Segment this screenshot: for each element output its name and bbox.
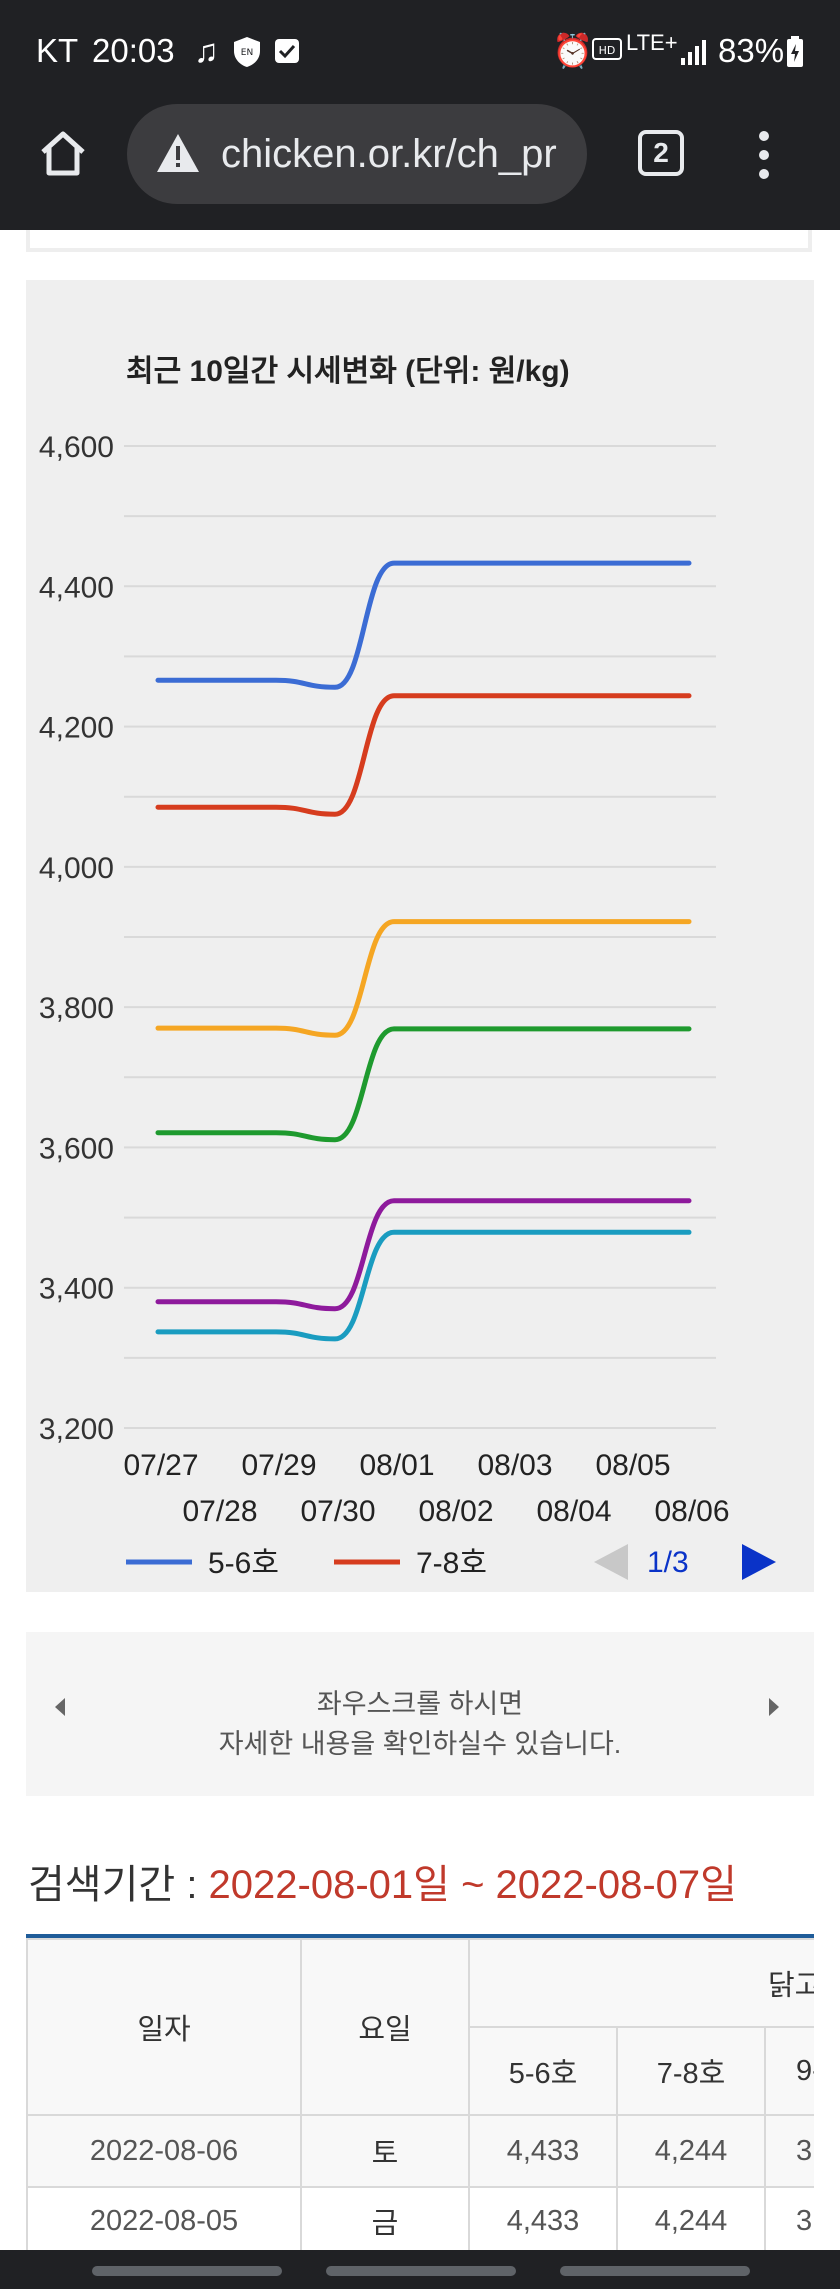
nav-recents-handle[interactable] [92, 2266, 282, 2276]
scroll-hint-panel: 좌우스크롤 하시면 자세한 내용을 확인하실수 있습니다. [26, 1632, 814, 1796]
x-tick-label: 07/27 [123, 1449, 198, 1482]
svg-text:HD: HD [599, 44, 616, 57]
scroll-right-icon[interactable] [768, 1698, 780, 1716]
x-tick-label: 08/01 [359, 1449, 434, 1482]
home-icon[interactable] [38, 128, 88, 178]
series-line [155, 1229, 692, 1342]
legend-label[interactable]: 5-6호 [208, 1547, 279, 1580]
x-tick-label: 08/03 [477, 1449, 552, 1482]
chart-grid [124, 445, 716, 1429]
search-period-range: 2022-08-01일 ~ 2022-08-07일 [208, 1863, 737, 1907]
carrier-label: KT [36, 32, 79, 69]
header-group: 닭고 [468, 1938, 814, 2028]
header-size-7-8: 7-8호 [616, 2026, 766, 2116]
system-nav-bar [0, 2250, 840, 2289]
table-row: 2022-08-06 토 4,433 4,244 3 [26, 2114, 814, 2188]
hd-icon: HD [592, 38, 622, 60]
chart-series [155, 560, 692, 1342]
network-type: LTE+ [626, 30, 678, 55]
battery-icon [787, 36, 803, 67]
x-tick-label: 08/06 [654, 1495, 729, 1528]
scroll-hint-line2: 자세한 내용을 확인하실수 있습니다. [218, 1729, 622, 1759]
row-weekday: 토 [300, 2114, 470, 2188]
series-line [155, 1026, 692, 1143]
y-tick-label: 3,800 [39, 992, 114, 1025]
x-tick-label: 08/04 [536, 1495, 611, 1528]
series-line [155, 693, 692, 817]
y-axis-labels: 3,200 3,400 3,600 3,800 4,000 4,200 4,400 4,600 [39, 431, 114, 1446]
row-price-9: 3 [764, 2114, 814, 2188]
y-tick-label: 4,200 [39, 712, 114, 745]
more-vert-icon[interactable] [756, 130, 772, 180]
warning-icon[interactable] [155, 132, 201, 174]
chart-title: 최근 10일간 시세변화 (단위: 원/kg) [126, 355, 570, 388]
vpn-shield-icon: EN [234, 37, 260, 67]
x-tick-label: 07/29 [241, 1449, 316, 1482]
price-chart-card: 최근 10일간 시세변화 (단위: 원/kg) 3,200 3,400 3,600 3… [26, 280, 814, 1592]
x-tick-label: 08/02 [418, 1495, 493, 1528]
table-row: 2022-08-05 금 4,433 4,244 3 [26, 2186, 814, 2254]
clock: 20:03 [92, 32, 175, 69]
battery-percent: 83% [718, 32, 785, 69]
chart-legend: 5-6호 7-8호 [126, 1547, 487, 1580]
tab-switcher-button[interactable]: 2 [638, 130, 684, 176]
url-text[interactable]: chicken.or.kr/ch_pr [221, 132, 557, 176]
header-size-9: 9- [764, 2026, 814, 2116]
music-note-icon: ♫ [194, 32, 219, 69]
row-price-5-6: 4,433 [468, 2114, 618, 2188]
header-group-label: 닭고 [768, 1970, 814, 2002]
nav-home-handle[interactable] [326, 2266, 516, 2276]
svg-text:EN: EN [241, 48, 253, 58]
search-period-label: 검색기간 : [28, 1863, 209, 1907]
browser-toolbar: chicken.or.kr/ch_pr 2 [0, 104, 840, 230]
y-tick-label: 4,600 [39, 431, 114, 464]
address-bar[interactable]: chicken.or.kr/ch_pr [127, 104, 587, 204]
alarm-icon: ⏰ [552, 32, 594, 69]
legend-prev-arrow[interactable] [594, 1544, 628, 1580]
search-period: 검색기간 : 2022-08-01일 ~ 2022-08-07일 [28, 1852, 737, 1910]
row-price-7-8: 4,244 [616, 2114, 766, 2188]
previous-card-edge [26, 230, 812, 252]
status-bar: KT 20:03 ♫ EN ⏰ HD LTE+ 83% [0, 0, 840, 104]
price-table: 일자 요일 닭고 5-6호 7-8호 9- 2022-08-06 토 4,433… [26, 1938, 814, 2254]
legend-next-arrow[interactable] [742, 1544, 776, 1580]
scroll-left-icon[interactable] [54, 1698, 66, 1716]
x-tick-label: 07/30 [300, 1495, 375, 1528]
row-price-7-8: 4,244 [616, 2186, 766, 2254]
series-line [155, 560, 692, 690]
header-size-5-6: 5-6호 [468, 2026, 618, 2116]
y-tick-label: 4,400 [39, 571, 114, 604]
price-table-container[interactable]: 일자 요일 닭고 5-6호 7-8호 9- 2022-08-06 토 4,433… [26, 1934, 814, 2254]
check-box-icon [275, 39, 299, 63]
x-axis-labels: 07/27 07/28 07/29 07/30 08/01 08/02 08/03 08/04… [123, 1449, 729, 1528]
y-tick-label: 3,400 [39, 1273, 114, 1306]
x-tick-label: 08/05 [595, 1449, 670, 1482]
series-line [155, 919, 692, 1038]
header-date: 일자 [26, 1938, 302, 2116]
row-price-9: 3 [764, 2186, 814, 2254]
row-price-5-6: 4,433 [468, 2186, 618, 2254]
price-line-chart: 최근 10일간 시세변화 (단위: 원/kg) 3,2003,4003,6003… [39, 355, 776, 1580]
y-tick-label: 3,200 [39, 1413, 114, 1446]
nav-back-handle[interactable] [560, 2266, 750, 2276]
x-tick-label: 07/28 [182, 1495, 257, 1528]
legend-page-indicator: 1/3 [647, 1546, 689, 1579]
series-line [155, 1198, 692, 1312]
row-date: 2022-08-05 [26, 2186, 302, 2254]
y-tick-label: 3,600 [39, 1132, 114, 1165]
signal-icon [681, 40, 706, 65]
y-tick-label: 4,000 [39, 852, 114, 885]
row-weekday: 금 [300, 2186, 470, 2254]
header-weekday: 요일 [300, 1938, 470, 2116]
scroll-hint-line1: 좌우스크롤 하시면 [316, 1689, 524, 1719]
row-date: 2022-08-06 [26, 2114, 302, 2188]
legend-label[interactable]: 7-8호 [416, 1547, 487, 1580]
